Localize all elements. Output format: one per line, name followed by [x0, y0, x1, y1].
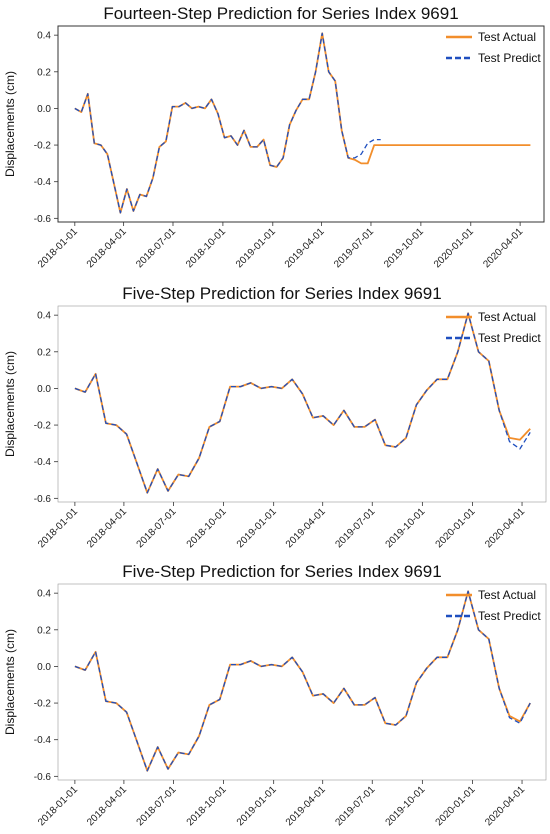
y-tick-label: 0.0	[37, 384, 51, 395]
y-tick-label: 0.0	[37, 104, 51, 115]
chart-title: Five-Step Prediction for Series Index 96…	[122, 284, 441, 303]
x-tick-label: 2019-01-01	[235, 506, 279, 550]
x-tick-label: 2019-10-01	[384, 506, 428, 550]
x-tick-label: 2019-10-01	[384, 784, 428, 828]
y-tick-label: 0.4	[37, 311, 51, 322]
series-line-test-predict	[74, 32, 381, 214]
plot-area	[57, 583, 547, 781]
legend-label: Test Predict	[478, 331, 541, 345]
y-axis-label: Displacements (cm)	[3, 351, 17, 457]
chart-svg: Five-Step Prediction for Series Index 96…	[3, 562, 547, 828]
legend-label: Test Predict	[478, 51, 541, 65]
y-axis-label: Displacements (cm)	[3, 71, 17, 177]
x-tick-label: 2019-04-01	[284, 784, 328, 828]
series-line-test-predict	[74, 312, 531, 494]
x-tick-label: 2018-07-01	[134, 226, 178, 270]
chart-svg: Five-Step Prediction for Series Index 96…	[3, 284, 547, 550]
x-tick-label: 2019-07-01	[333, 784, 377, 828]
chart-svg: Fourteen-Step Prediction for Series Inde…	[3, 4, 545, 270]
y-tick-label: -0.2	[34, 421, 52, 432]
y-tick-label: 0.4	[37, 31, 51, 42]
x-tick-label: 2018-04-01	[85, 226, 129, 270]
legend-label: Test Predict	[478, 609, 541, 623]
y-tick-label: -0.6	[34, 494, 52, 505]
legend-label: Test Actual	[478, 588, 536, 602]
x-tick-label: 2020-04-01	[481, 226, 525, 270]
x-tick-label: 2018-10-01	[184, 226, 228, 270]
y-tick-label: -0.6	[34, 772, 52, 783]
y-axis-label: Displacements (cm)	[3, 629, 17, 735]
y-tick-label: -0.4	[34, 177, 52, 188]
x-tick-label: 2020-04-01	[483, 506, 527, 550]
x-tick-label: 2019-04-01	[283, 226, 327, 270]
y-tick-label: 0.0	[37, 662, 51, 673]
x-tick-label: 2019-10-01	[382, 226, 426, 270]
plot-area	[57, 305, 547, 503]
legend-label: Test Actual	[478, 310, 536, 324]
x-tick-label: 2019-07-01	[333, 506, 377, 550]
chart-title: Fourteen-Step Prediction for Series Inde…	[103, 4, 458, 23]
y-tick-label: 0.4	[37, 589, 51, 600]
x-tick-label: 2020-01-01	[434, 506, 478, 550]
x-tick-label: 2018-04-01	[85, 784, 129, 828]
y-tick-label: 0.2	[37, 67, 51, 78]
x-tick-label: 2019-01-01	[234, 226, 278, 270]
x-tick-label: 2018-01-01	[36, 506, 80, 550]
series-line-test-predict	[74, 590, 531, 772]
x-tick-label: 2019-04-01	[284, 506, 328, 550]
chart-title: Five-Step Prediction for Series Index 96…	[122, 562, 441, 581]
x-tick-label: 2018-07-01	[135, 784, 179, 828]
x-tick-label: 2020-01-01	[434, 784, 478, 828]
y-tick-label: -0.2	[34, 141, 52, 152]
legend-label: Test Actual	[478, 30, 536, 44]
x-tick-label: 2018-01-01	[36, 784, 80, 828]
chart-panel-five-step-b: Five-Step Prediction for Series Index 96…	[0, 558, 550, 834]
plot-area	[57, 25, 545, 223]
x-tick-label: 2018-04-01	[85, 506, 129, 550]
x-tick-label: 2018-01-01	[36, 226, 80, 270]
y-tick-label: 0.2	[37, 625, 51, 636]
y-tick-label: -0.6	[34, 214, 52, 225]
x-tick-label: 2018-10-01	[185, 506, 229, 550]
x-tick-label: 2020-01-01	[432, 226, 476, 270]
y-tick-label: -0.2	[34, 699, 52, 710]
y-tick-label: -0.4	[34, 457, 52, 468]
chart-panel-fourteen-step: Fourteen-Step Prediction for Series Inde…	[0, 0, 550, 272]
x-tick-label: 2019-07-01	[332, 226, 376, 270]
x-tick-label: 2018-07-01	[135, 506, 179, 550]
x-tick-label: 2020-04-01	[483, 784, 527, 828]
y-tick-label: 0.2	[37, 347, 51, 358]
y-tick-label: -0.4	[34, 735, 52, 746]
x-tick-label: 2019-01-01	[235, 784, 279, 828]
x-tick-label: 2018-10-01	[185, 784, 229, 828]
chart-panel-five-step-a: Five-Step Prediction for Series Index 96…	[0, 280, 550, 555]
